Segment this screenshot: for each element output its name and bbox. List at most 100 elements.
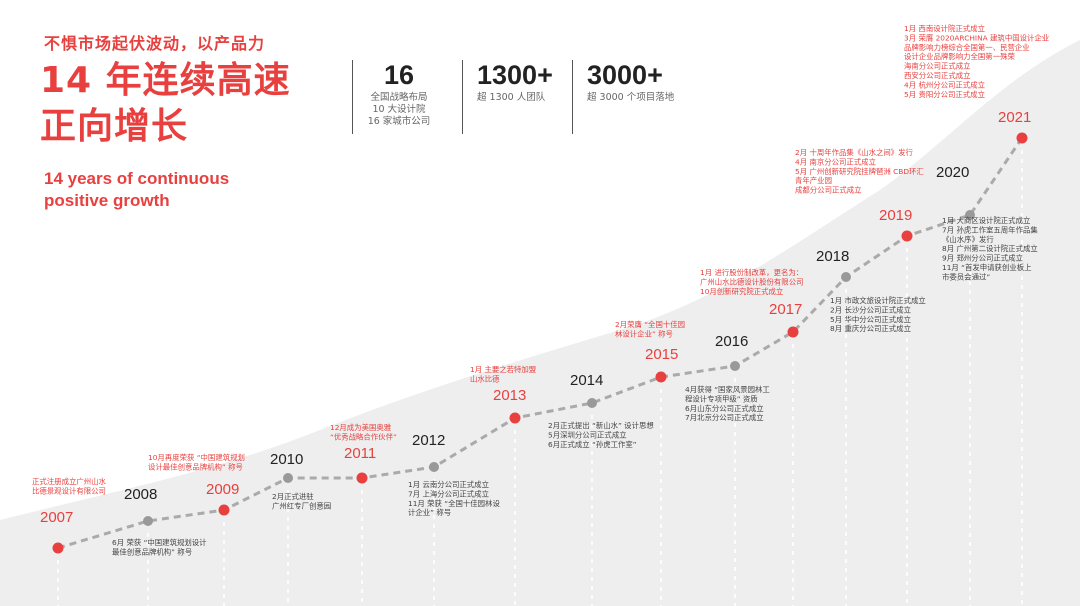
milestone-notes-2011: 12月成为美国奥雅“优秀战略合作伙伴” [330,423,397,441]
subtitle-english: 14 years of continuous positive growth [44,168,229,212]
milestone-note-line: 品牌影响力榜综合全国第一、民营企业 [904,43,1030,52]
milestone-notes-2013: 1月 主要之若特加盟山水比德 [470,365,537,383]
timeline-node-2016 [730,361,740,371]
milestone-note-line: 12月成为美国奥雅 [330,423,392,432]
subtitle-line-1: 14 years of continuous [44,169,230,188]
year-label-2014: 2014 [570,372,603,389]
milestone-note-line: 5月 广州创新研究院挂牌琶洲 CBD环汇 [795,167,924,176]
year-label-2016: 2016 [715,333,748,350]
milestone-notes-2020: 1月 大商区设计院正式成立 7月 孙虎工作室五周年作品集《山水序》发行 8月 广州第… [942,216,1038,281]
milestone-note-line: 6月山东分公司正式成立 [685,404,764,413]
timeline-node-2020 [965,210,975,220]
milestone-notes-2021: 1月 西南设计院正式成立 3月 荣膺 2020ARCHINA 建筑中国设计企业品牌… [904,24,1049,99]
milestone-notes-2008: 6月 荣获 “中国建筑规划设计最佳创意品牌机构” 称号 [112,538,207,556]
milestone-note-line: 1月 西南设计院正式成立 [904,24,985,33]
timeline-node-2019 [901,230,913,242]
timeline-node-2021 [1016,132,1028,144]
milestone-note-line: 1月 市政文旅设计院正式成立 [830,296,926,305]
milestone-note-line: 设计企业品牌影响力全国第一殊荣 [904,52,1015,61]
subtitle-line-2: positive growth [44,191,170,210]
stat-desc-line: 16 家城市公司 [367,116,431,127]
milestone-note-line: 8月 广州第二设计院正式成立 [942,244,1038,253]
page-title: 14 年连续高速 正向增长 [40,58,291,150]
milestone-note-line: 5月 华中分公司正式成立 [830,315,911,324]
timeline-node-2012 [429,462,439,472]
milestone-note-line: “优秀战略合作伙伴” [330,432,397,441]
milestone-notes-2015: 2月荣膺 “全国十佳园林设计企业” 称号 [615,320,685,338]
milestone-notes-2019: 2月 十周年作品集《山水之间》发行 4月 南京分公司正式成立 5月 广州创新研究院挂… [795,148,924,195]
year-label-2009: 2009 [206,481,239,498]
year-label-2020: 2020 [936,164,969,181]
milestone-note-line: 广州山水比德设计股份有限公司 [700,277,803,286]
timeline-node-2011 [356,472,368,484]
timeline-node-2008 [143,516,153,526]
milestone-notes-2012: 1月 云南分公司正式成立 7月 上海分公司正式成立 11月 荣获 “全国十佳园林设计… [408,480,500,517]
milestone-note-line: 西安分公司正式成立 [904,71,971,80]
year-label-2008: 2008 [124,486,157,503]
milestone-note-line: 2月 十周年作品集《山水之间》发行 [795,148,914,157]
year-label-2012: 2012 [412,432,445,449]
stat-strategic-layout: 16 全国战略布局 10 大设计院 16 家城市公司 [352,60,445,134]
milestone-notes-2010: 2月正式进驻广州红专厂创意园 [272,492,331,510]
milestone-notes-2014: 2月正式提出 “新山水” 设计思想 5月深圳分公司正式成立 6月正式成立 “孙虎工作… [548,421,654,449]
milestone-note-line: 海南分公司正式成立 [904,62,971,71]
milestone-note-line: 《山水序》发行 [942,235,994,244]
stat-desc-line: 超 1300 人团队 [477,92,546,103]
milestone-note-line: 1月 大商区设计院正式成立 [942,216,1030,225]
milestone-note-line: 9月 郑州分公司正式成立 [942,254,1023,263]
timeline-nodes [52,132,1028,554]
year-label-2010: 2010 [270,451,303,468]
milestone-note-line: 2月正式提出 “新山水” 设计思想 [548,421,654,430]
milestone-note-line: 正式注册成立广州山水 [32,477,107,486]
timeline-node-2009 [218,504,230,516]
year-label-2013: 2013 [493,387,526,404]
milestone-note-line: 1月 主要之若特加盟 [470,365,537,374]
milestone-note-line: 6月 荣获 “中国建筑规划设计 [112,538,207,547]
milestone-note-line: 3月 荣膺 2020ARCHINA 建筑中国设计企业 [904,33,1049,42]
year-label-2019: 2019 [879,207,912,224]
milestone-note-line: 市委员会通过” [942,272,990,281]
milestone-note-line: 5月 贵阳分公司正式成立 [904,90,985,99]
milestone-note-line: 4月 杭州分公司正式成立 [904,80,985,89]
timeline-path [57,137,1024,550]
milestone-note-line: 2月 长沙分公司正式成立 [830,305,911,314]
stat-team-size: 1300+ 超 1300 人团队 [462,60,573,134]
milestone-note-line: 计企业” 称号 [408,508,451,517]
milestone-note-line: 林设计企业” 称号 [615,329,673,338]
milestone-notes-2009: 10月再度荣获 “中国建筑规划设计最佳创意品牌机构” 称号 [148,453,245,471]
milestone-notes-2007: 正式注册成立广州山水比德景观设计有限公司 [32,477,107,495]
year-label-2007: 2007 [40,509,73,526]
milestone-note-line: 设计最佳创意品牌机构” 称号 [148,462,243,471]
timeline-node-2010 [283,473,293,483]
milestone-note-line: 2月正式进驻 [272,492,314,501]
milestone-notes-2016: 4月获得 “国家风景园林工程设计专项甲级” 资质 6月山东分公司正式成立 7月北京分… [685,385,770,422]
year-label-2021: 2021 [998,109,1031,126]
timeline-node-2014 [587,398,597,408]
milestone-note-line: 广州红专厂创意园 [272,501,331,510]
milestone-note-line: 10月再度荣获 “中国建筑规划 [148,453,245,462]
drop-lines [57,150,1023,606]
milestone-note-line: 成都分公司正式成立 [795,186,862,195]
timeline-labels: 2007 正式注册成立广州山水比德景观设计有限公司 2008 6月 荣获 “中国建筑规… [32,24,1049,556]
year-label-2018: 2018 [816,248,849,265]
stat-desc-line: 全国战略布局 [370,92,428,103]
milestone-note-line: 8月 重庆分公司正式成立 [830,324,911,333]
milestone-note-line: 程设计专项甲级” 资质 [685,394,758,403]
year-label-2011: 2011 [344,445,376,462]
milestone-note-line: 5月深圳分公司正式成立 [548,430,627,439]
stat-number: 1300+ [477,60,553,90]
stat-projects: 3000+ 超 3000 个项目落地 [572,60,697,134]
milestone-note-line: 青年产业园 [795,176,832,185]
timeline-node-2017 [787,326,799,338]
milestone-note-line: 4月获得 “国家风景园林工 [685,385,770,394]
milestone-notes-2017: 1月 进行股份制改革，更名为：广州山水比德设计股份有限公司 10月创新研究院正式成… [700,268,803,296]
milestone-notes-2018: 1月 市政文旅设计院正式成立 2月 长沙分公司正式成立 5月 华中分公司正式成立 8月… [830,296,926,333]
milestone-note-line: 4月 南京分公司正式成立 [795,157,876,166]
milestone-note-line: 比德景观设计有限公司 [32,486,106,495]
stat-desc-line: 超 3000 个项目落地 [587,92,675,103]
milestone-note-line: 1月 进行股份制改革，更名为： [700,268,803,277]
milestone-note-line: 1月 云南分公司正式成立 [408,480,489,489]
stat-desc-line: 10 大设计院 [372,104,426,115]
milestone-note-line: 7月 上海分公司正式成立 [408,489,489,498]
